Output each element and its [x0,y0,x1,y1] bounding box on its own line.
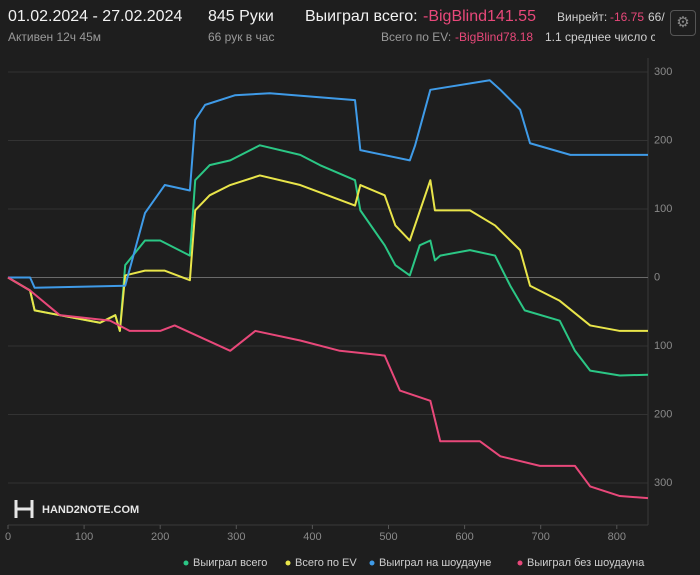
legend-marker [369,560,375,566]
winrate-extra: 66/ [648,10,665,24]
y-tick-label: 200 [654,134,672,146]
x-tick-label: 400 [303,531,321,543]
won-value: -BigBlind141.55 [423,8,536,25]
x-tick-label: 500 [379,531,397,543]
legend-label: Выиграл на шоудауне [379,557,491,569]
ev-label: Всего по EV: [381,30,452,44]
ev-value: -BigBlind78.18 [455,30,534,44]
date-range: 01.02.2024 - 27.02.2024 [8,8,183,25]
series-line [7,174,648,332]
series-line [8,79,648,289]
x-tick-label: 800 [608,531,626,543]
settings-button[interactable]: ⚙ [670,10,696,36]
x-tick-label: 200 [151,531,169,543]
logo-mark [14,500,34,518]
hands: 845 Руки [208,8,274,25]
y-tick-label: 300 [654,66,672,78]
legend-marker [517,560,523,566]
legend-label: Выиграл всего [193,557,267,569]
legend-marker [285,560,291,566]
x-tick-label: 600 [455,531,473,543]
avg-text: 1.1 среднее число с [545,30,655,44]
active-time: Активен 12ч 45м [8,30,101,44]
hands-per-hour: 66 рук в час [208,30,275,44]
logo-text: HAND2NOTE.COM [42,504,139,516]
winrate-value: -16.75 [610,10,645,24]
legend-marker [183,560,189,566]
x-tick-label: 100 [75,531,93,543]
x-tick-label: 0 [5,531,11,543]
winrate-label: Винрейт: [557,10,608,24]
x-tick-label: 700 [532,531,550,543]
y-tick-label: 200 [654,408,672,420]
won-label: Выиграл всего: [305,8,418,25]
y-tick-label: 300 [654,477,672,489]
y-tick-label: 100 [654,340,672,352]
legend-label: Всего по EV [295,557,357,569]
legend-label: Выиграл без шоудауна [527,557,645,569]
series-line [7,276,649,500]
y-tick-label: 100 [654,203,672,215]
series-line [7,144,649,377]
x-tick-label: 300 [227,531,245,543]
y-tick-label: 0 [654,271,660,283]
